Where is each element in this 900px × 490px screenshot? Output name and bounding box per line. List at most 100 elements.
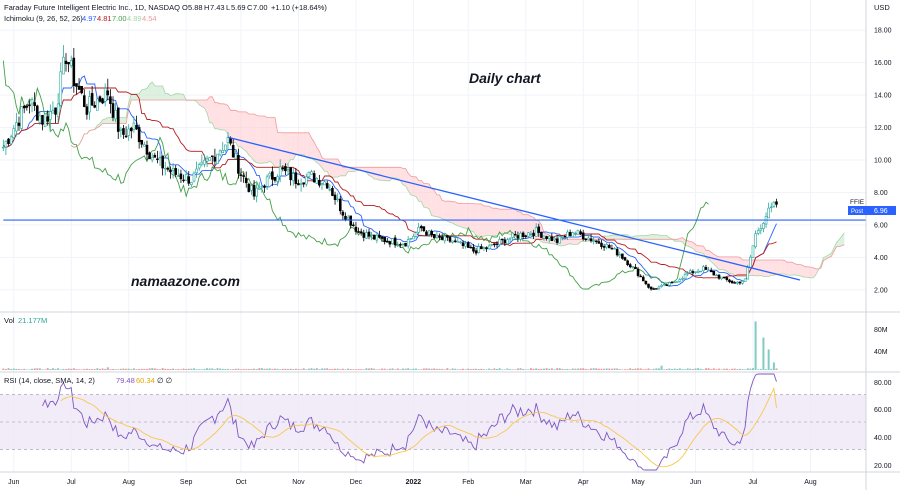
candle-body	[704, 267, 708, 270]
volume-bar	[273, 368, 276, 370]
cloud-segment	[460, 203, 464, 228]
cloud-segment	[517, 211, 521, 237]
candle-body	[362, 232, 366, 238]
cloud-segment	[768, 260, 772, 277]
volume-bar	[164, 368, 167, 370]
candle-body	[414, 232, 418, 237]
volume-bar	[240, 369, 243, 370]
ichimoku-kijun-line	[3, 87, 777, 279]
volume-bar	[260, 368, 263, 370]
candle-body	[12, 128, 16, 138]
volume-bar	[104, 368, 107, 370]
candle-body	[767, 207, 770, 219]
volume-bar	[41, 369, 44, 370]
cloud-segment	[395, 167, 398, 179]
volume-bar	[17, 368, 20, 370]
volume-bar	[206, 368, 209, 370]
time-tick-label: Aug	[804, 479, 817, 486]
candle-body	[516, 235, 520, 239]
candle-body	[119, 128, 123, 131]
candle-body	[320, 183, 324, 185]
volume-bar	[623, 369, 626, 370]
cloud-segment	[141, 89, 145, 101]
cloud-segment	[264, 115, 268, 163]
candle-body	[709, 270, 713, 273]
cloud-segment	[742, 260, 746, 277]
candle-body	[485, 247, 488, 250]
volume-bar	[185, 368, 188, 370]
candle-body	[425, 231, 428, 236]
cloud-segment	[227, 105, 231, 143]
cloud-segment	[776, 260, 780, 275]
candle-body	[741, 280, 744, 284]
cloud-segment	[217, 102, 221, 130]
volume-bar	[203, 368, 206, 370]
cloud-segment	[792, 262, 795, 276]
ohlc-high: 7.43	[210, 3, 225, 12]
volume-bar	[271, 369, 274, 370]
symbol-tag: FFIE	[850, 199, 865, 206]
cloud-segment	[293, 132, 296, 160]
volume-bar	[67, 368, 70, 370]
cloud-segment	[261, 115, 265, 164]
candle-body	[46, 116, 50, 122]
cloud-segment	[162, 85, 166, 101]
candle-body	[135, 125, 138, 130]
rsi-value: 79.48	[116, 376, 135, 385]
cloud-segment	[282, 132, 286, 167]
candle-body	[171, 168, 175, 171]
volume-bar	[561, 368, 564, 370]
candle-body	[396, 244, 400, 247]
candle-body	[540, 231, 543, 238]
volume-bar	[216, 368, 219, 370]
cloud-segment	[387, 167, 390, 181]
volume-bar	[548, 368, 551, 370]
candle-body	[218, 150, 222, 156]
candle-body	[15, 122, 18, 132]
volume-bar	[767, 349, 770, 370]
volume-bar	[498, 368, 501, 370]
volume-bar	[245, 369, 248, 370]
volume-value: 21.177M	[18, 316, 47, 325]
volume-bar	[576, 368, 579, 370]
candle-body	[315, 178, 319, 184]
volume-bar	[145, 368, 148, 370]
volume-bar	[93, 369, 96, 370]
cloud-segment	[374, 167, 377, 180]
volume-bar	[733, 368, 736, 370]
candle-body	[127, 128, 130, 136]
volume-bar	[707, 368, 710, 370]
volume-bar	[38, 368, 41, 370]
ohlc-low: 5.69	[231, 3, 246, 12]
cloud-segment	[564, 239, 568, 246]
candle-body	[574, 232, 577, 235]
cloud-segment	[502, 209, 505, 234]
cloud-segment	[259, 115, 262, 164]
candle-body	[717, 274, 721, 279]
cloud-segment	[651, 234, 654, 240]
cloud-segment	[212, 96, 215, 129]
ohlc-high-label: H	[204, 3, 209, 12]
cloud-segment	[225, 104, 228, 134]
volume-bar	[618, 369, 621, 370]
volume-bar	[326, 368, 329, 370]
cloud-segment	[447, 201, 450, 223]
cloud-segment	[272, 117, 275, 168]
volume-bar	[435, 368, 438, 370]
candle-body	[545, 236, 548, 239]
candle-body	[2, 146, 5, 149]
candle-body	[498, 239, 501, 245]
candle-body	[519, 232, 522, 240]
cloud-segment	[674, 239, 678, 242]
candle-body	[435, 234, 439, 238]
volume-bar	[558, 368, 561, 370]
candle-body	[532, 232, 535, 237]
candle-body	[307, 172, 311, 178]
volume-bar	[715, 369, 718, 370]
cloud-segment	[609, 235, 612, 240]
volume-bar	[668, 368, 671, 370]
volume-bar	[694, 368, 697, 370]
candle-body	[524, 235, 528, 237]
cloud-segment	[640, 235, 644, 240]
candle-body	[662, 283, 666, 286]
